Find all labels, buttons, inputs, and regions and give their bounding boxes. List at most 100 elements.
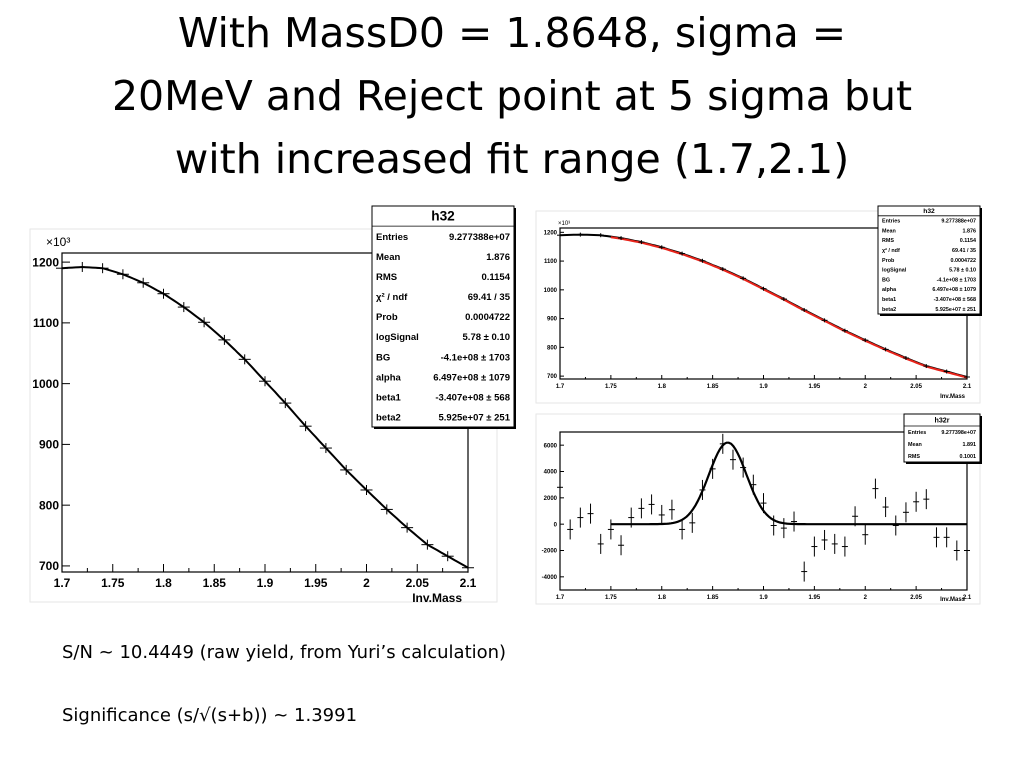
stats-box-title: h32: [431, 208, 455, 223]
x-tick-label: 2.05: [910, 384, 922, 390]
y-tick-label: 1200: [544, 230, 558, 236]
stats-row-label: RMS: [908, 454, 920, 460]
stats-row-label: χ² / ndf: [882, 248, 900, 254]
stats-row-label: beta2: [376, 413, 401, 424]
data-point: [872, 478, 879, 499]
data-point: [791, 511, 798, 532]
data-point: [319, 443, 332, 454]
data-point: [841, 536, 848, 557]
y-exponent-label: ×10³: [46, 235, 70, 249]
y-tick-label: -2000: [542, 549, 558, 555]
x-tick-label: 2.1: [460, 576, 477, 590]
data-point: [841, 328, 848, 333]
stats-row-value: 9.277388e+07: [941, 218, 976, 224]
stats-row-value: 6.497e+08 ± 1079: [932, 287, 976, 293]
stats-row-label: alpha: [882, 287, 897, 293]
data-point: [902, 502, 909, 523]
stats-row-label: logSignal: [376, 332, 419, 343]
data-point: [943, 369, 950, 374]
data-point: [933, 527, 940, 548]
x-tick-label: 1.85: [707, 595, 719, 601]
y-tick-label: 2000: [544, 496, 558, 502]
stats-row-value: -4.1e+08 ± 1703: [937, 277, 976, 283]
stats-row-value: 1.876: [963, 228, 977, 234]
data-point: [882, 347, 889, 352]
data-point: [279, 398, 292, 409]
data-point: [780, 297, 787, 302]
data-point: [760, 286, 767, 291]
stats-row-value: 5.925e+07 ± 251: [438, 413, 510, 424]
x-axis-label: Inv.Mass: [940, 394, 966, 400]
data-point: [618, 236, 625, 241]
data-point: [157, 288, 170, 299]
data-point: [618, 535, 625, 556]
stats-row-value: -3.407e+08 ± 568: [934, 297, 976, 303]
x-tick-label: 1.85: [707, 384, 719, 390]
stats-row-label: beta1: [882, 297, 896, 303]
data-point: [913, 491, 920, 512]
stats-row-label: Entries: [908, 430, 926, 436]
stats-row-label: Entries: [882, 218, 900, 224]
stats-row-value: 6.497e+08 ± 1079: [433, 372, 510, 383]
stats-row-value: 0.0004722: [951, 258, 976, 264]
data-point: [740, 276, 747, 281]
stats-row-label: Mean: [882, 228, 896, 234]
data-point: [96, 263, 109, 274]
chart-bottom-right: 1.7 1.75 1.8 1.85 1.9 1.95 2 2.05 2.1 -4000 -2000 0…: [535, 413, 982, 605]
y-tick-label: 800: [39, 498, 59, 512]
data-point: [862, 524, 869, 545]
stats-box: h32 Entries 9.277388e+07 Mean 1.876 RMS 0.1154…: [877, 205, 982, 316]
data-point: [892, 515, 899, 536]
stats-row-value: 9.277398e+07: [941, 430, 976, 436]
stats-row-label: Entries: [376, 232, 408, 243]
data-point: [401, 522, 414, 533]
data-point: [658, 504, 665, 525]
y-tick-label: 700: [547, 374, 558, 380]
x-tick-label: 2.05: [406, 576, 430, 590]
data-point: [76, 261, 89, 272]
x-tick-label: 1.8: [658, 384, 667, 390]
title-line-3: with increased fit range (1.7,2.1): [174, 135, 850, 183]
stats-box-frame: [877, 205, 981, 315]
data-point: [198, 317, 211, 328]
data-point: [964, 374, 970, 379]
x-tick-label: 1.7: [556, 595, 565, 601]
x-axis-label: Inv.Mass: [412, 591, 462, 605]
data-point: [587, 503, 594, 524]
data-point: [462, 562, 474, 573]
data-point: [831, 533, 838, 554]
stats-box: h32r Entries 9.277398e+07 Mean 1.891 RMS 0.100…: [903, 413, 982, 464]
stats-row-label: alpha: [376, 372, 402, 383]
x-tick-label: 1.8: [155, 576, 172, 590]
data-point: [923, 489, 930, 510]
data-point: [943, 527, 950, 548]
data-point: [360, 484, 373, 495]
data-point: [299, 421, 312, 432]
x-tick-label: 2: [363, 576, 370, 590]
data-point: [557, 477, 563, 498]
x-tick-label: 1.7: [556, 384, 565, 390]
data-point: [577, 507, 584, 528]
data-point: [811, 536, 818, 557]
data-point: [852, 506, 859, 527]
data-point: [862, 338, 869, 343]
y-tick-label: 4000: [544, 470, 558, 476]
y-tick-label: 1000: [32, 377, 59, 391]
stats-row-value: 69.41 / 35: [952, 248, 976, 254]
y-tick-label: 900: [547, 317, 558, 323]
stats-row-label: RMS: [882, 238, 894, 244]
stats-box-title: h32: [923, 208, 935, 215]
stats-box-frame: [371, 205, 515, 428]
y-tick-label: 700: [39, 559, 59, 573]
x-axis-label: Inv.Mass: [940, 597, 966, 603]
stats-row-label: beta2: [882, 307, 896, 313]
stats-row-label: Prob: [376, 312, 398, 323]
x-tick-label: 1.95: [304, 576, 328, 590]
stats-row-label: BG: [882, 277, 890, 283]
data-point: [259, 376, 271, 387]
stats-row-value: 69.41 / 35: [468, 292, 511, 303]
data-point: [648, 494, 655, 515]
data-point: [177, 302, 190, 313]
stats-row-label: BG: [376, 352, 390, 363]
y-tick-label: 6000: [544, 443, 558, 449]
